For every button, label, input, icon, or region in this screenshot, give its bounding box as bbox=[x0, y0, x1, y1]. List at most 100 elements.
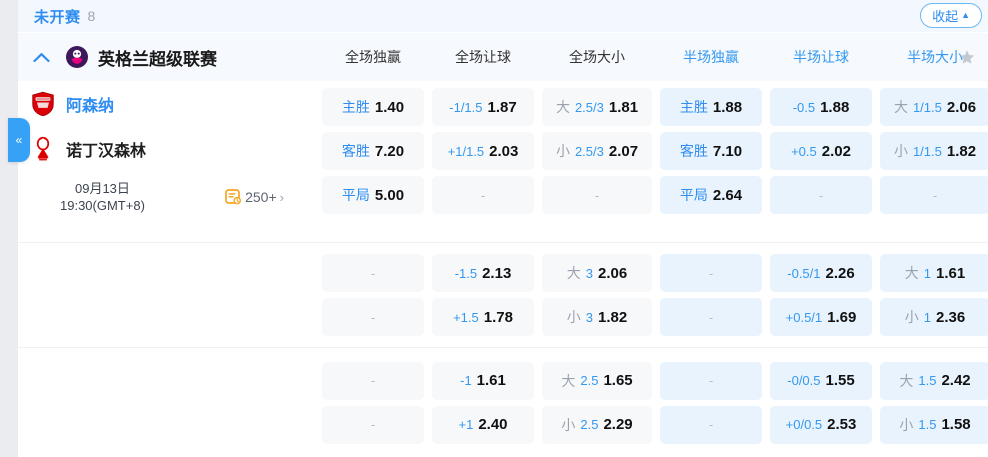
column-header-3[interactable]: 半场独赢 bbox=[683, 49, 739, 65]
odds-cell-handicap: 2.5 bbox=[580, 417, 599, 432]
odds-cell[interactable]: 大 1.5 2.42 bbox=[880, 361, 988, 400]
odds-column-5: -0.5/1 2.26 +0.5/1 1.69 bbox=[766, 243, 876, 347]
odds-cell[interactable]: +0/0.5 2.53 bbox=[770, 405, 872, 444]
status-title: 未开赛 bbox=[34, 8, 81, 26]
odds-cell[interactable]: -1.5 2.13 bbox=[432, 254, 534, 292]
odds-cell-empty: - bbox=[770, 176, 872, 214]
odds-cell-handicap: 3 bbox=[585, 265, 594, 281]
pin-star-icon[interactable] bbox=[958, 49, 976, 67]
odds-cell-value: 2.42 bbox=[941, 372, 971, 389]
odds-column-5: -0/0.5 1.55 +0/0.5 2.53 bbox=[766, 348, 876, 457]
column-header-5[interactable]: 半场大小 bbox=[907, 49, 963, 65]
odds-cell[interactable]: 小 1 2.36 bbox=[880, 298, 988, 336]
league-header: 英格兰超级联赛 全场独赢 全场让球 全场大小 半场独赢 半场让球 半场大小 bbox=[18, 33, 988, 81]
odds-column-3: 大 2.5/3 1.81 小 2.5/3 2.07 - bbox=[538, 81, 656, 242]
odds-cell-handicap: +0.5/1 bbox=[785, 309, 823, 325]
odds-cell[interactable]: 小 2.5 2.29 bbox=[542, 405, 652, 444]
odds-cell-label: 大 bbox=[555, 99, 570, 115]
odds-column-6: 大 1 1.61 小 1 2.36 bbox=[876, 243, 988, 347]
odds-cell[interactable]: -0/0.5 1.55 bbox=[770, 361, 872, 400]
odds-cell[interactable]: +1/1.5 2.03 bbox=[432, 132, 534, 170]
odds-cell[interactable]: 客胜 7.20 bbox=[322, 132, 424, 170]
odds-cell-handicap: -0/0.5 bbox=[787, 373, 821, 388]
odds-cell[interactable]: 平局 2.64 bbox=[660, 176, 762, 214]
odds-cell-label: 客胜 bbox=[341, 143, 370, 159]
odds-cell-value: 2.29 bbox=[603, 416, 633, 433]
odds-cell[interactable]: 小 2.5/3 2.07 bbox=[542, 132, 652, 170]
odds-column-5: -0.5 1.88 +0.5 2.02 - bbox=[766, 81, 876, 242]
odds-cell[interactable]: +0.5 2.02 bbox=[770, 132, 872, 170]
odds-cell-value: 5.00 bbox=[374, 186, 405, 204]
match-group-primary: 阿森纳 诺丁汉森林 bbox=[18, 81, 988, 243]
odds-cell-empty: - bbox=[542, 176, 652, 214]
odds-cell[interactable]: 平局 5.00 bbox=[322, 176, 424, 214]
odds-cell-empty: - bbox=[660, 254, 762, 292]
odds-cell-value: 1.88 bbox=[820, 98, 850, 116]
odds-empty-dash: - bbox=[370, 309, 376, 325]
sidebar-collapse-handle[interactable]: « bbox=[8, 118, 30, 162]
league-toggle-button[interactable] bbox=[18, 52, 64, 63]
odds-board: 阿森纳 诺丁汉森林 bbox=[18, 81, 988, 457]
odds-cell[interactable]: 小 1/1.5 1.82 bbox=[880, 132, 988, 170]
home-team-name: 阿森纳 bbox=[66, 97, 115, 115]
odds-cell[interactable]: +1.5 1.78 bbox=[432, 298, 534, 336]
odds-cell[interactable]: 大 1 1.61 bbox=[880, 254, 988, 292]
odds-grid-group-3: - - -1 1.61 +1 2.40 大 2.5 1.65 小 2.5 2.29- - -0/0.5 1.… bbox=[318, 348, 988, 457]
odds-cell-handicap: 2.5 bbox=[580, 373, 599, 388]
odds-cell[interactable]: 大 2.5/3 1.81 bbox=[542, 88, 652, 126]
odds-cell[interactable]: 主胜 1.88 bbox=[660, 88, 762, 126]
odds-empty-dash: - bbox=[818, 187, 824, 203]
collapse-all-label: 收起 bbox=[932, 9, 959, 24]
home-team-row[interactable]: 阿森纳 bbox=[30, 81, 300, 126]
odds-cell[interactable]: 客胜 7.10 bbox=[660, 132, 762, 170]
odds-cell[interactable]: -1/1.5 1.87 bbox=[432, 88, 534, 126]
odds-empty-dash: - bbox=[708, 417, 714, 432]
column-header-4[interactable]: 半场让球 bbox=[793, 49, 849, 65]
odds-cell-value: 1.82 bbox=[946, 142, 977, 160]
odds-cell-label: 主胜 bbox=[679, 99, 708, 115]
column-header-2[interactable]: 全场大小 bbox=[569, 49, 625, 65]
odds-cell-handicap: +0/0.5 bbox=[785, 417, 823, 432]
odds-empty-dash: - bbox=[370, 417, 376, 432]
premier-league-badge-icon bbox=[64, 44, 90, 70]
odds-cell-label: 小 bbox=[555, 143, 570, 159]
match-group-tertiary: - - -1 1.61 +1 2.40 大 2.5 1.65 小 2.5 2.29- - -0/0.5 1.… bbox=[18, 348, 988, 457]
nottingham-forest-crest-icon bbox=[30, 136, 56, 162]
odds-cell-handicap: +1 bbox=[458, 417, 474, 432]
odds-cell-value: 1.82 bbox=[598, 308, 628, 326]
match-date: 09月13日 bbox=[74, 181, 130, 196]
odds-column-3: 大 2.5 1.65 小 2.5 2.29 bbox=[538, 348, 656, 457]
odds-cell[interactable]: 大 2.5 1.65 bbox=[542, 361, 652, 400]
odds-cell[interactable]: -1 1.61 bbox=[432, 361, 534, 400]
odds-column-4: 主胜 1.88 客胜 7.10 平局 2.64 bbox=[656, 81, 766, 242]
column-header-1[interactable]: 全场让球 bbox=[455, 49, 511, 65]
odds-empty-dash: - bbox=[370, 265, 376, 281]
odds-cell-empty: - bbox=[660, 361, 762, 400]
odds-cell[interactable]: -0.5/1 2.26 bbox=[770, 254, 872, 292]
odds-cell-value: 2.64 bbox=[712, 186, 743, 204]
odds-column-4: -- bbox=[656, 243, 766, 347]
odds-cell[interactable]: -0.5 1.88 bbox=[770, 88, 872, 126]
away-team-row[interactable]: 诺丁汉森林 bbox=[30, 126, 300, 171]
odds-column-1: -- bbox=[318, 243, 428, 347]
status-count: 8 bbox=[87, 8, 96, 24]
odds-cell[interactable]: 大 1/1.5 2.06 bbox=[880, 88, 988, 126]
odds-cell-value: 7.20 bbox=[374, 142, 405, 160]
more-markets-link[interactable]: 250+ › bbox=[225, 188, 284, 206]
odds-cell[interactable]: +0.5/1 1.69 bbox=[770, 298, 872, 336]
odds-cell[interactable]: 小 3 1.82 bbox=[542, 298, 652, 336]
odds-cell-label: 小 bbox=[561, 416, 576, 433]
odds-cell-handicap: +1.5 bbox=[453, 309, 479, 325]
odds-cell-value: 2.06 bbox=[598, 264, 628, 282]
column-header-0[interactable]: 全场独赢 bbox=[345, 49, 401, 65]
odds-cell-label: 小 bbox=[566, 309, 581, 325]
odds-cell[interactable]: 小 1.5 1.58 bbox=[880, 405, 988, 444]
collapse-all-button[interactable]: 收起 ▲ bbox=[920, 3, 982, 28]
odds-cell[interactable]: 主胜 1.40 bbox=[322, 88, 424, 126]
odds-empty-dash: - bbox=[370, 373, 376, 388]
odds-cell[interactable]: 大 3 2.06 bbox=[542, 254, 652, 292]
odds-cell-value: 1.69 bbox=[827, 308, 857, 326]
odds-cell[interactable]: +1 2.40 bbox=[432, 405, 534, 444]
match-datetime: 09月13日 19:30(GMT+8) bbox=[30, 180, 145, 214]
odds-cell-handicap: -1/1.5 bbox=[449, 99, 483, 115]
